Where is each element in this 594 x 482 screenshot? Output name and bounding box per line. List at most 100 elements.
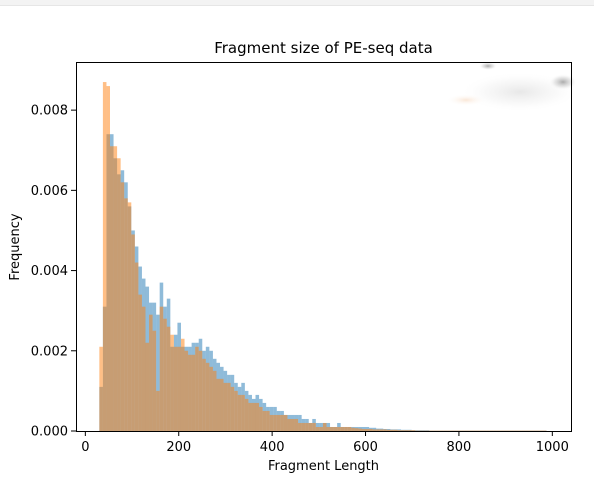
- image-smudge: [446, 62, 580, 112]
- series-b-bar: [163, 318, 167, 431]
- series-b-bar: [138, 294, 142, 431]
- series-a-bar: [372, 427, 377, 431]
- series-b-bar: [369, 428, 373, 431]
- series-b-bar: [262, 410, 267, 431]
- y-tick-label: 0.000: [31, 425, 68, 440]
- series-b-bar: [259, 406, 263, 431]
- series-b-bar: [152, 330, 157, 431]
- series-b-bar: [237, 394, 242, 431]
- series-b-bar: [319, 426, 323, 431]
- x-tick-label: 0: [81, 440, 89, 455]
- series-b-bar: [173, 346, 178, 431]
- y-tick-label: 0.002: [31, 344, 68, 359]
- series-b-bar: [330, 426, 334, 431]
- series-b-bar: [397, 430, 402, 431]
- series-b-bar: [358, 428, 362, 431]
- series-b-bar: [134, 262, 139, 431]
- chart-title: Fragment size of PE-seq data: [214, 39, 433, 57]
- series-b-bar: [379, 429, 384, 431]
- x-tick-label: 1000: [536, 440, 569, 455]
- series-b-bar: [315, 426, 320, 431]
- series-b-bar: [354, 428, 359, 431]
- series-b-bar: [141, 306, 146, 431]
- window-top-strip: [0, 0, 594, 6]
- series-b-bar: [344, 426, 348, 431]
- y-tick-label: 0.004: [31, 264, 68, 279]
- series-b-bar: [110, 146, 114, 432]
- x-axis-ticks: 0 200 400 600 800 1000: [81, 431, 569, 455]
- series-a-bar: [156, 314, 160, 431]
- series-b-bar: [280, 414, 284, 431]
- x-tick-label: 200: [166, 440, 191, 455]
- y-axis-label: Frequency: [8, 213, 23, 280]
- series-b-bar: [227, 382, 231, 431]
- series-b-bar: [251, 402, 256, 431]
- series-b-bar: [393, 429, 398, 431]
- series-b-bar: [234, 390, 238, 431]
- series-b-bar: [308, 422, 313, 431]
- series-b-bar: [191, 354, 196, 431]
- series-b-bar: [411, 430, 416, 431]
- series-b-bar: [124, 198, 128, 431]
- series-b-bar: [127, 202, 132, 431]
- series-b-bar: [322, 422, 327, 431]
- series-a-bar: [298, 414, 302, 431]
- series-b-bar: [361, 428, 366, 431]
- series-b-bar: [149, 314, 153, 431]
- series-b-bars: [99, 82, 547, 432]
- series-b-bar: [209, 366, 213, 431]
- x-tick-label: 600: [353, 440, 378, 455]
- series-b-bar: [166, 326, 171, 431]
- series-b-bar: [269, 414, 274, 431]
- series-b-bar: [390, 429, 394, 431]
- series-b-bar: [241, 394, 245, 431]
- series-b-bar: [312, 422, 316, 431]
- series-b-bar: [301, 422, 306, 431]
- series-b-bar: [244, 398, 249, 431]
- series-b-bar: [291, 418, 295, 431]
- series-b-bar: [117, 158, 121, 431]
- series-b-bar: [351, 427, 355, 431]
- series-b-bar: [113, 146, 118, 432]
- series-b-bar: [180, 338, 185, 431]
- x-tick-label: 400: [260, 440, 285, 455]
- series-b-bar: [131, 234, 135, 431]
- series-b-bar: [401, 430, 405, 431]
- series-b-bar: [99, 346, 103, 431]
- series-b-bar: [202, 358, 206, 431]
- series-b-bar: [145, 342, 150, 431]
- series-b-bar: [170, 334, 174, 431]
- series-b-bar: [365, 428, 370, 431]
- series-b-bar: [326, 426, 331, 431]
- series-b-bar: [305, 422, 309, 431]
- series-b-bar: [248, 402, 252, 431]
- series-b-bar: [273, 414, 277, 431]
- series-b-bar: [383, 429, 387, 431]
- series-b-bar: [376, 429, 380, 431]
- series-b-bar: [372, 429, 377, 431]
- series-b-bar: [156, 390, 160, 431]
- series-b-bar: [223, 382, 228, 431]
- plot-frame: [76, 62, 572, 432]
- series-b-bar: [106, 86, 110, 431]
- x-axis-label: Fragment Length: [268, 459, 379, 474]
- series-b-bar: [347, 426, 352, 431]
- series-b-bar: [198, 350, 203, 431]
- series-b-bar: [340, 426, 345, 431]
- series-b-bar: [404, 430, 409, 431]
- series-b-bar: [159, 306, 164, 431]
- series-b-bar: [276, 414, 281, 431]
- x-tick-label: 800: [447, 440, 472, 455]
- series-b-bar: [386, 429, 391, 431]
- y-axis-ticks: 0.000 0.002 0.004 0.006 0.008: [31, 104, 76, 440]
- series-b-bar: [255, 402, 260, 431]
- series-b-bar: [287, 418, 291, 431]
- series-b-bar: [333, 426, 338, 431]
- series-b-bar: [216, 378, 221, 431]
- series-b-bar: [184, 350, 189, 431]
- series-b-bar: [177, 346, 181, 431]
- series-b-bar: [408, 430, 412, 431]
- series-b-bar: [120, 182, 125, 431]
- y-tick-label: 0.008: [31, 104, 68, 119]
